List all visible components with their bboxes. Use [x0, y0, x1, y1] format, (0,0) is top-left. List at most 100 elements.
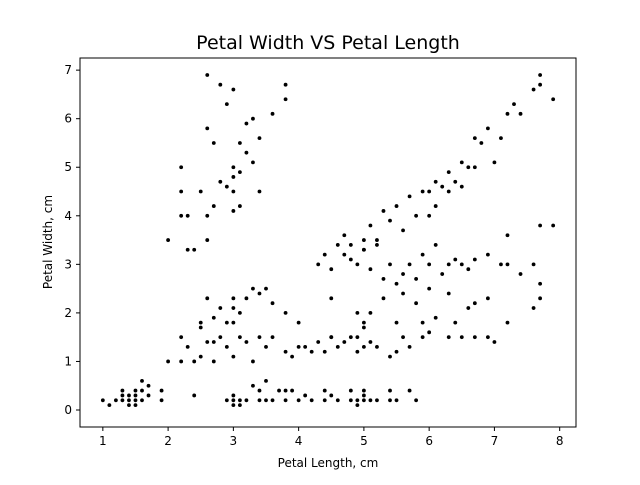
- scatter-point: [472, 301, 477, 306]
- scatter-point: [368, 340, 373, 344]
- scatter-point: [375, 398, 379, 403]
- scatter-point: [492, 160, 497, 165]
- scatter-point: [159, 398, 164, 403]
- scatter-point: [211, 204, 216, 208]
- scatter-point: [244, 340, 249, 344]
- scatter-point: [459, 335, 464, 340]
- scatter-point: [446, 262, 451, 267]
- scatter-point: [244, 296, 249, 301]
- scatter-point: [355, 262, 360, 267]
- scatter-point: [420, 335, 425, 340]
- y-tick-label: 3: [64, 257, 72, 271]
- scatter-point: [133, 393, 138, 398]
- scatter-point: [224, 102, 229, 107]
- scatter-point: [283, 82, 288, 87]
- scatter-point: [309, 398, 314, 403]
- scatter-point: [322, 398, 327, 403]
- scatter-point: [505, 233, 510, 238]
- scatter-point: [127, 393, 131, 398]
- scatter-point: [361, 247, 366, 252]
- scatter-point: [113, 398, 118, 403]
- scatter-point: [427, 189, 432, 194]
- y-tick-label: 7: [64, 63, 72, 77]
- scatter-point: [231, 209, 236, 213]
- scatter-point: [251, 160, 255, 165]
- scatter-point: [211, 141, 216, 145]
- scatter-point: [329, 296, 334, 301]
- scatter-point: [309, 349, 314, 354]
- scatter-point: [329, 335, 334, 340]
- chart-title: Petal Width VS Petal Length: [196, 32, 460, 54]
- scatter-point: [224, 344, 229, 349]
- scatter-point: [120, 393, 125, 398]
- scatter-point: [381, 277, 386, 281]
- x-axis-label: Petal Length, cm: [278, 456, 379, 470]
- scatter-point: [375, 238, 379, 242]
- scatter-point: [303, 393, 308, 398]
- scatter-point: [166, 238, 171, 242]
- scatter-point: [257, 189, 262, 194]
- scatter-point: [231, 306, 236, 310]
- scatter-point: [185, 213, 190, 218]
- scatter-point: [179, 359, 184, 364]
- scatter-point: [237, 141, 242, 145]
- scatter-point: [368, 311, 373, 315]
- scatter-point: [198, 189, 203, 194]
- y-tick-label: 2: [64, 306, 72, 320]
- scatter-point: [401, 291, 405, 296]
- scatter-point: [316, 262, 321, 267]
- scatter-point: [453, 179, 458, 184]
- scatter-point: [100, 398, 105, 403]
- scatter-point: [237, 398, 242, 403]
- scatter-point: [414, 277, 419, 281]
- scatter-point: [290, 388, 295, 393]
- scatter-point: [375, 243, 379, 247]
- scatter-point: [531, 306, 536, 310]
- x-tick-label: 2: [164, 434, 172, 448]
- scatter-point: [166, 359, 171, 364]
- scatter-point: [446, 291, 451, 296]
- scatter-point: [427, 262, 432, 267]
- scatter-point: [205, 126, 210, 131]
- scatter-point: [270, 398, 275, 403]
- scatter-point: [499, 136, 503, 141]
- scatter-point: [303, 344, 308, 349]
- scatter-point: [433, 315, 438, 320]
- scatter-point: [459, 184, 464, 189]
- scatter-point: [361, 238, 366, 242]
- scatter-point: [414, 213, 419, 218]
- scatter-point: [407, 262, 412, 267]
- scatter-point: [472, 165, 477, 170]
- scatter-point: [420, 320, 425, 325]
- scatter-point: [205, 73, 210, 77]
- scatter-point: [257, 335, 262, 340]
- y-axis: 0 1 2 3 4 5 6 7: [64, 63, 80, 417]
- scatter-point: [348, 398, 353, 403]
- scatter-point: [348, 388, 353, 393]
- scatter-point: [381, 209, 386, 213]
- scatter-point: [466, 267, 471, 272]
- scatter-point: [342, 233, 347, 238]
- scatter-point: [420, 189, 425, 194]
- scatter-point: [146, 393, 151, 398]
- scatter-point: [440, 272, 445, 276]
- scatter-point: [192, 247, 197, 252]
- scatter-point: [283, 97, 288, 102]
- scatter-point: [264, 344, 268, 349]
- scatter-point: [322, 388, 327, 393]
- scatter-point: [538, 296, 543, 301]
- scatter-point: [538, 223, 543, 228]
- scatter-point: [277, 388, 281, 393]
- scatter-point: [270, 301, 275, 306]
- scatter-point: [368, 398, 373, 403]
- scatter-point: [414, 398, 419, 403]
- scatter-point: [342, 340, 347, 344]
- scatter-point: [472, 136, 477, 141]
- scatter-point: [237, 403, 242, 408]
- data-points: [100, 73, 556, 408]
- scatter-point: [179, 189, 184, 194]
- scatter-point: [218, 82, 223, 87]
- x-tick-label: 1: [99, 434, 107, 448]
- scatter-point: [348, 257, 353, 262]
